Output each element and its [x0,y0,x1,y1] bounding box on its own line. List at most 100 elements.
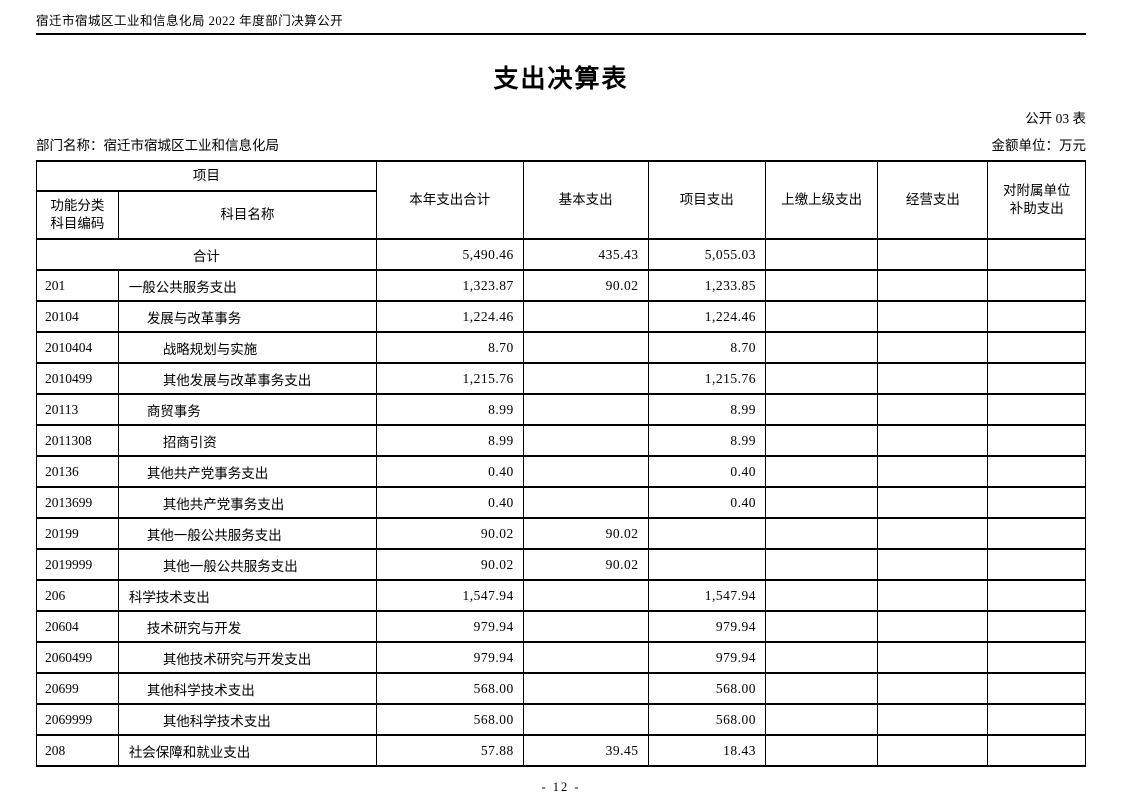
row-basic: 90.02 [522,548,649,581]
row-subsidy [987,455,1086,488]
col-header-basic: 基本支出 [522,160,649,240]
table-row: 208 社会保障和就业支出 57.88 39.45 18.43 [36,734,1086,767]
row-code: 2019999 [36,548,119,581]
table-row: 2019999 其他一般公共服务支出 90.02 90.02 [36,548,1086,581]
row-subsidy [987,424,1086,457]
row-code: 20699 [36,672,119,705]
row-subsidy [987,486,1086,519]
row-project: 5,055.03 [647,238,767,271]
table-body: 合计 5,490.46 435.43 5,055.03 201 一般公共服务支出… [36,238,1086,767]
row-upper-remit [765,486,879,519]
row-basic [522,393,649,426]
row-name: 其他一般公共服务支出 [117,517,377,550]
row-upper-remit [765,331,879,364]
row-total: 8.99 [375,393,524,426]
row-basic [522,641,649,674]
row-upper-remit [765,734,879,767]
row-subsidy [987,393,1086,426]
row-code: 20104 [36,300,119,333]
table-code-label: 公开 03 表 [1025,111,1086,126]
row-operating [877,517,989,550]
row-subsidy [987,331,1086,364]
row-upper-remit [765,362,879,395]
row-code: 20199 [36,517,119,550]
row-operating [877,362,989,395]
expenditure-table: 项目 本年支出合计 基本支出 项目支出 上缴上级支出 经营支出 对附属单位 补助支… [36,160,1086,767]
row-basic [522,703,649,736]
row-code: 20604 [36,610,119,643]
row-project: 8.99 [647,424,767,457]
row-upper-remit [765,672,879,705]
row-subsidy [987,548,1086,581]
row-total: 90.02 [375,517,524,550]
page-number: - 12 - [541,780,581,794]
table-row: 20104 发展与改革事务 1,224.46 1,224.46 [36,300,1086,333]
row-basic: 90.02 [522,269,649,302]
row-operating [877,331,989,364]
row-name: 其他技术研究与开发支出 [117,641,377,674]
row-name: 其他科学技术支出 [117,672,377,705]
row-basic [522,331,649,364]
row-operating [877,393,989,426]
row-operating [877,734,989,767]
row-subsidy [987,734,1086,767]
row-basic [522,362,649,395]
row-total: 0.40 [375,486,524,519]
department-name-label: 部门名称：宿迁市宿城区工业和信息化局 [36,138,279,153]
row-basic [522,455,649,488]
row-total: 979.94 [375,610,524,643]
table-header: 项目 本年支出合计 基本支出 项目支出 上缴上级支出 经营支出 对附属单位 补助支… [36,160,1086,240]
table-row: 20113 商贸事务 8.99 8.99 [36,393,1086,426]
row-project: 18.43 [647,734,767,767]
row-subsidy [987,269,1086,302]
table-row: 2010404 战略规划与实施 8.70 8.70 [36,331,1086,364]
row-project: 568.00 [647,672,767,705]
row-operating [877,238,989,271]
row-name: 发展与改革事务 [117,300,377,333]
col-header-code: 功能分类 科目编码 [36,190,119,240]
row-name: 其他共产党事务支出 [117,486,377,519]
row-code: 20113 [36,393,119,426]
row-basic: 435.43 [522,238,649,271]
row-code: 2060499 [36,641,119,674]
row-basic [522,424,649,457]
row-upper-remit [765,393,879,426]
row-subsidy [987,610,1086,643]
row-total: 1,224.46 [375,300,524,333]
table-row: 20699 其他科学技术支出 568.00 568.00 [36,672,1086,705]
row-name: 社会保障和就业支出 [117,734,377,767]
row-project: 8.70 [647,331,767,364]
row-basic [522,672,649,705]
row-code: 2010499 [36,362,119,395]
row-operating [877,269,989,302]
row-subsidy [987,672,1086,705]
row-upper-remit [765,579,879,612]
row-subsidy [987,579,1086,612]
row-name: 战略规划与实施 [117,331,377,364]
row-project [647,517,767,550]
table-header-row-1: 项目 本年支出合计 基本支出 项目支出 上缴上级支出 经营支出 对附属单位 补助支… [36,160,1086,240]
page-title: 支出决算表 [493,65,629,93]
col-header-project-group: 项目 [36,160,377,192]
col-header-subsidy: 对附属单位 补助支出 [987,160,1086,240]
row-name: 其他发展与改革事务支出 [117,362,377,395]
table-row: 2013699 其他共产党事务支出 0.40 0.40 [36,486,1086,519]
row-operating [877,424,989,457]
row-operating [877,455,989,488]
row-name: 技术研究与开发 [117,610,377,643]
col-header-project: 项目支出 [647,160,767,240]
row-project: 1,224.46 [647,300,767,333]
row-operating [877,548,989,581]
row-total: 8.99 [375,424,524,457]
row-project: 0.40 [647,455,767,488]
row-subsidy [987,641,1086,674]
row-upper-remit [765,238,879,271]
row-basic [522,579,649,612]
col-header-code-line2: 科目编码 [50,216,105,231]
col-header-name: 科目名称 [117,190,377,240]
col-header-total: 本年支出合计 [375,160,524,240]
row-total: 8.70 [375,331,524,364]
row-name: 科学技术支出 [117,579,377,612]
row-basic [522,300,649,333]
document-header: 宿迁市宿城区工业和信息化局 2022 年度部门决算公开 [36,0,1086,35]
